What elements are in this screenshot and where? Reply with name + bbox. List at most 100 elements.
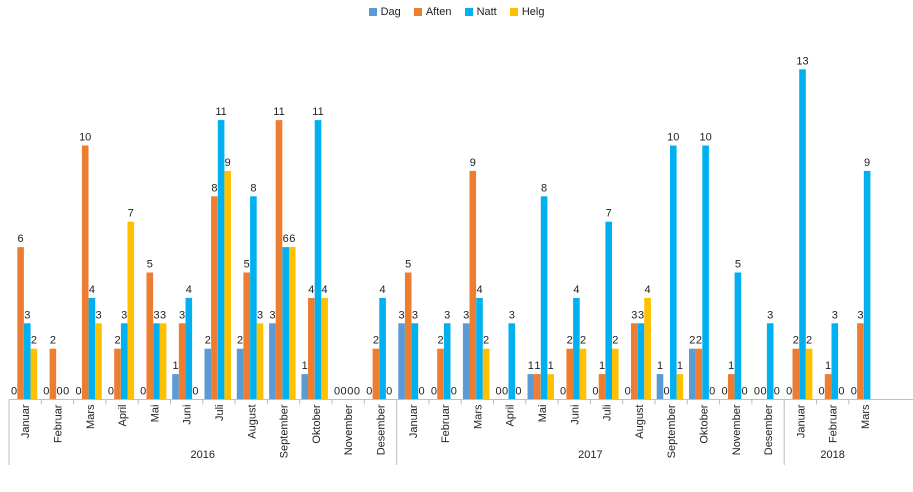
data-label: 0 <box>709 386 715 398</box>
data-label: 2 <box>689 335 695 347</box>
bar-helg <box>482 348 490 400</box>
bar-natt <box>88 297 96 400</box>
data-label: 1 <box>677 360 683 372</box>
data-label: 2 <box>793 335 799 347</box>
bar-dag <box>172 374 179 400</box>
year-label: 2018 <box>820 449 844 461</box>
bar-natt <box>734 272 742 400</box>
bar-natt <box>831 323 839 400</box>
data-label: 0 <box>786 386 792 398</box>
month-tick-label: November <box>343 404 355 455</box>
bar-aften <box>81 145 89 400</box>
bar-natt <box>443 323 451 400</box>
data-label: 3 <box>412 309 418 321</box>
data-label: 3 <box>153 309 159 321</box>
bar-natt <box>540 196 548 400</box>
data-label: 3 <box>638 309 644 321</box>
data-label: 7 <box>606 208 612 220</box>
legend-label-dag: Dag <box>380 6 401 18</box>
data-label: 1 <box>599 360 605 372</box>
data-label: 0 <box>754 386 760 398</box>
bar-dag <box>398 323 405 400</box>
data-label: 3 <box>444 309 450 321</box>
bar-aften <box>275 120 283 400</box>
bar-dag <box>204 348 212 400</box>
bar-helg <box>224 170 231 400</box>
data-label: 0 <box>515 386 521 398</box>
bar-natt <box>605 221 612 400</box>
bar-helg <box>612 348 619 400</box>
data-label: 10 <box>699 132 711 144</box>
bar-natt <box>314 120 322 400</box>
data-label: 9 <box>225 157 231 169</box>
data-label: 4 <box>645 284 651 296</box>
bar-natt <box>120 323 128 400</box>
bar-dag <box>527 374 535 400</box>
data-label: 2 <box>483 335 489 347</box>
data-label: 3 <box>631 309 637 321</box>
data-label: 0 <box>57 386 63 398</box>
data-label: 0 <box>354 386 360 398</box>
bar-helg <box>95 323 102 400</box>
bar-dag <box>656 374 664 400</box>
data-label: 0 <box>722 386 728 398</box>
data-label: 0 <box>838 386 844 398</box>
data-label: 1 <box>657 360 663 372</box>
bar-aften <box>727 374 735 400</box>
bar-natt <box>508 323 516 400</box>
month-tick-label: Mars <box>85 404 97 429</box>
data-label: 0 <box>774 386 780 398</box>
bar-aften <box>437 348 444 400</box>
data-label: 1 <box>302 360 308 372</box>
data-label: 0 <box>76 386 82 398</box>
bar-natt <box>863 170 871 400</box>
bar-aften <box>792 348 800 400</box>
month-tick-label: Mars <box>860 404 872 429</box>
bar-helg <box>30 348 38 400</box>
bar-dag <box>689 348 696 400</box>
data-label: 0 <box>140 386 146 398</box>
data-label: 5 <box>147 259 153 271</box>
data-label: 0 <box>341 386 347 398</box>
year-label: 2016 <box>191 449 215 461</box>
data-label: 3 <box>24 309 30 321</box>
data-label: 11 <box>312 106 323 118</box>
bar-helg <box>289 247 296 400</box>
data-label: 0 <box>334 386 340 398</box>
month-tick-label: September <box>666 404 678 458</box>
data-label: 3 <box>179 309 185 321</box>
bar-helg <box>644 297 651 400</box>
data-label: 5 <box>405 259 411 271</box>
bar-helg <box>805 348 813 400</box>
year-label: 2017 <box>578 449 602 461</box>
month-tick-label: Februar <box>440 404 452 443</box>
bar-dag <box>269 323 276 400</box>
data-label: 11 <box>215 106 226 118</box>
data-label: 4 <box>476 284 482 296</box>
month-tick-label: Oktober <box>698 404 710 443</box>
bar-aften <box>824 374 832 400</box>
data-label: 1 <box>825 360 831 372</box>
data-label: 1 <box>548 360 554 372</box>
bar-natt <box>411 323 419 400</box>
data-label: 0 <box>818 386 824 398</box>
bar-aften <box>17 247 24 400</box>
data-label: 2 <box>114 335 120 347</box>
bar-helg <box>256 323 264 400</box>
bar-natt <box>153 323 160 400</box>
bar-helg <box>127 221 135 400</box>
data-label: 0 <box>63 386 69 398</box>
month-tick-label: Oktober <box>311 404 323 443</box>
bar-aften <box>372 348 380 400</box>
legend-item-helg: Helg <box>509 6 544 18</box>
month-tick-label: April <box>117 405 129 427</box>
bar-helg <box>159 323 167 400</box>
data-label: 2 <box>696 335 702 347</box>
data-label: 1 <box>172 360 178 372</box>
data-label: 2 <box>50 335 56 347</box>
data-label: 0 <box>418 386 424 398</box>
data-label: 2 <box>237 335 243 347</box>
bar-aften <box>178 323 186 400</box>
data-label: 0 <box>431 386 437 398</box>
data-label: 4 <box>308 284 314 296</box>
